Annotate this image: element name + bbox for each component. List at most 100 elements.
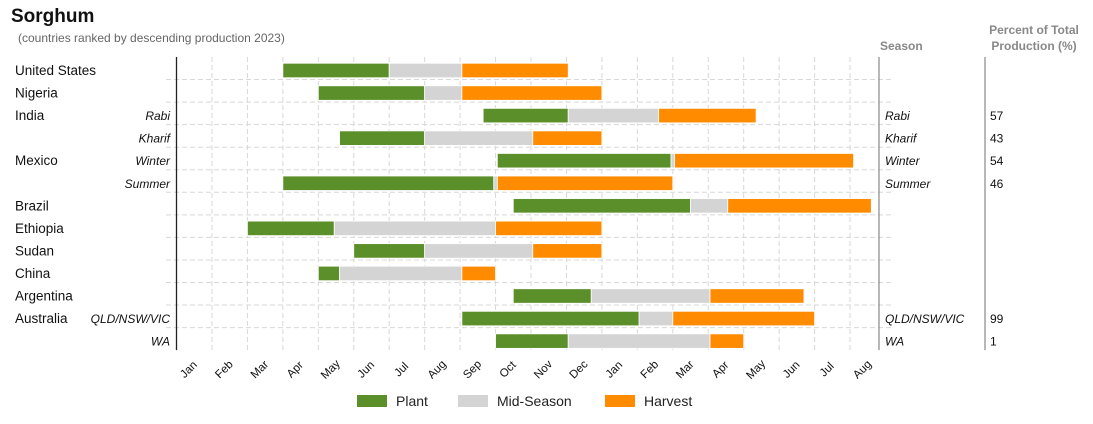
- month-tick-label: May: [319, 358, 343, 382]
- legend-swatch: [458, 395, 488, 407]
- bar-plant: [282, 62, 390, 79]
- bar-mid-season: [333, 220, 496, 237]
- bar-plant: [482, 107, 569, 124]
- legend-label: Mid-Season: [497, 393, 572, 409]
- bar-harvest: [461, 85, 603, 101]
- month-tick-label: Jan: [178, 359, 200, 381]
- month-tick-label: Mar: [674, 359, 697, 382]
- legend-swatch: [605, 395, 635, 407]
- bar-harvest: [672, 310, 815, 327]
- bar-mid-season: [567, 333, 711, 349]
- bar-plant: [512, 288, 592, 304]
- month-tick-label: Sep: [461, 358, 484, 381]
- right-season-label: Winter: [885, 154, 921, 168]
- percent-value: 57: [990, 109, 1004, 123]
- percent-value: 46: [990, 177, 1004, 191]
- month-tick-label: Aug: [851, 358, 874, 381]
- bar-harvest: [709, 288, 805, 304]
- month-tick-label: Dec: [568, 358, 591, 381]
- bar-harvest: [461, 62, 569, 79]
- percent-value: 54: [990, 154, 1004, 168]
- month-tick-label: Feb: [639, 359, 662, 382]
- bar-mid-season: [670, 153, 675, 169]
- bar-plant: [461, 310, 640, 327]
- month-tick-label: Nov: [532, 358, 555, 381]
- legend-label: Harvest: [644, 393, 692, 409]
- percent-value: 99: [990, 312, 1004, 326]
- legend-label: Plant: [396, 393, 428, 409]
- month-tick-label: Jun: [356, 359, 378, 381]
- month-tick-label: Feb: [213, 359, 236, 382]
- bar-mid-season: [690, 198, 729, 214]
- bar-harvest: [496, 175, 674, 191]
- bar-harvest: [495, 220, 603, 237]
- season-label: Rabi: [145, 109, 170, 123]
- chart-subtitle: (countries ranked by descending producti…: [18, 31, 285, 45]
- bar-plant: [496, 153, 672, 169]
- bar-mid-season: [424, 85, 463, 101]
- bar-mid-season: [493, 175, 498, 191]
- bar-mid-season: [424, 243, 534, 259]
- country-label: Sudan: [15, 243, 54, 258]
- right-season-label: Summer: [885, 177, 931, 191]
- bars: [246, 62, 872, 349]
- bar-plant: [317, 85, 426, 101]
- right-season-label: QLD/NSW/VIC: [885, 312, 965, 326]
- month-tick-label: Oct: [498, 359, 520, 381]
- month-tick-labels: Jan Feb Mar Apr May Jun Jul Aug Sep Oct Nov Dec Jan F…: [178, 358, 874, 382]
- bar-plant: [282, 175, 495, 191]
- bar-mid-season: [388, 62, 463, 79]
- season-header: Season: [880, 39, 923, 53]
- bar-plant: [512, 198, 691, 214]
- season-label: QLD/NSW/VIC: [91, 312, 171, 326]
- right-season-label: Kharif: [885, 132, 918, 146]
- bar-harvest: [674, 153, 854, 169]
- month-tick-label: Apr: [285, 359, 306, 380]
- bar-plant: [353, 243, 426, 259]
- bar-mid-season: [638, 310, 674, 327]
- percent-value: 1: [990, 335, 997, 349]
- country-label: United States: [15, 63, 96, 78]
- bar-mid-season: [339, 265, 463, 282]
- legend: Plant Mid-Season Harvest: [357, 393, 692, 409]
- season-label: Summer: [125, 177, 171, 191]
- country-label: India: [15, 108, 45, 123]
- country-label: Nigeria: [15, 86, 58, 101]
- month-tick-label: Aug: [426, 358, 449, 381]
- month-tick-label: Jul: [392, 360, 411, 379]
- season-label: Kharif: [139, 132, 172, 146]
- country-label: Argentina: [15, 289, 73, 304]
- chart-title: Sorghum: [11, 6, 95, 27]
- bar-mid-season: [424, 130, 534, 146]
- bar-plant: [246, 220, 335, 237]
- percent-header-line2: Production (%): [991, 39, 1076, 53]
- month-tick-label: Jul: [818, 360, 837, 379]
- row-labels: United States Nigeria India Rabi Rabi 57 Khari…: [15, 63, 1004, 349]
- country-label: Mexico: [15, 153, 58, 168]
- bar-harvest: [532, 243, 603, 259]
- axes: [175, 57, 986, 351]
- bar-harvest: [658, 107, 757, 124]
- country-label: China: [15, 266, 51, 281]
- season-label: WA: [151, 335, 170, 349]
- percent-value: 43: [990, 132, 1004, 146]
- month-tick-label: Jun: [781, 359, 803, 381]
- bar-harvest: [709, 333, 745, 349]
- month-tick-label: Jan: [604, 359, 626, 381]
- percent-header-line1: Percent of Total: [989, 23, 1079, 37]
- bar-mid-season: [590, 288, 711, 304]
- bar-harvest: [532, 130, 603, 146]
- bar-plant: [339, 130, 426, 146]
- month-tick-label: May: [744, 358, 768, 382]
- right-season-label: WA: [885, 335, 904, 349]
- country-label: Ethiopia: [15, 221, 64, 236]
- month-tick-label: Mar: [249, 359, 272, 382]
- bar-plant: [495, 333, 569, 349]
- country-label: Brazil: [15, 198, 49, 213]
- season-label: Winter: [135, 154, 171, 168]
- legend-swatch: [357, 395, 387, 407]
- bar-plant: [317, 265, 340, 282]
- bar-harvest: [727, 198, 872, 214]
- bar-mid-season: [567, 107, 660, 124]
